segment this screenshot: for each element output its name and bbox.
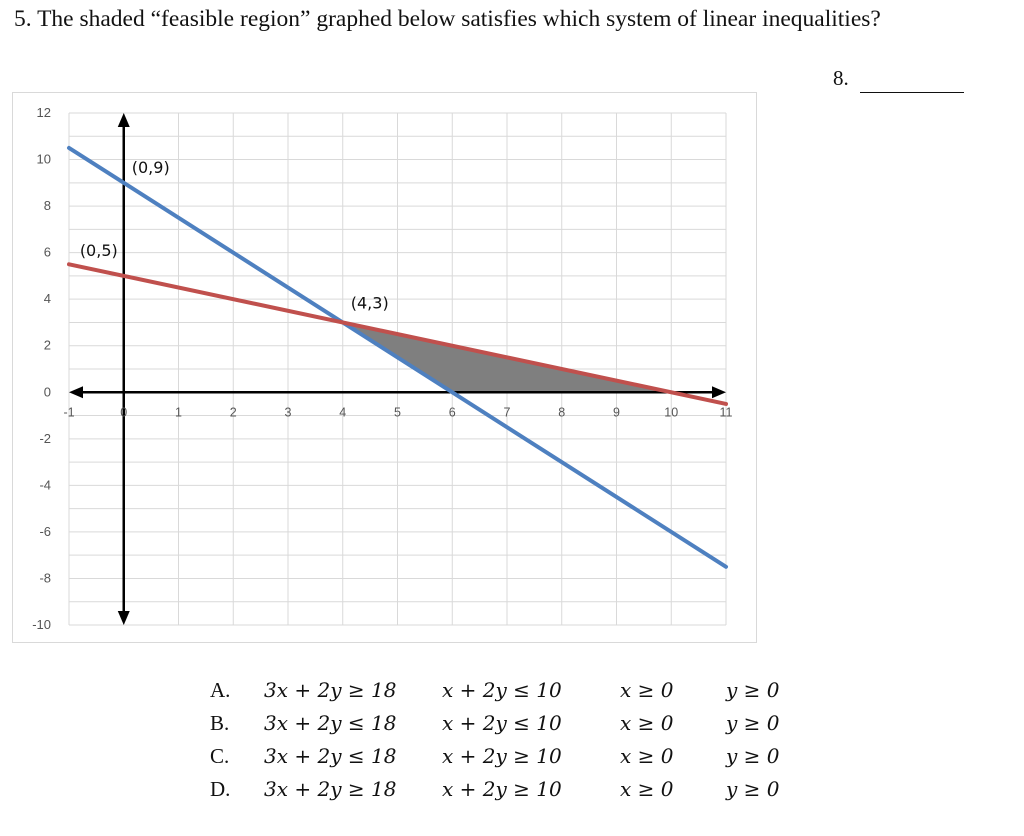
inequality-3: x ≥ 0 [620, 744, 674, 768]
x-tick-label: 11 [720, 405, 733, 419]
inequality-2: x + 2y ≥ 10 [442, 777, 562, 801]
y-axis-arrow-up [117, 113, 130, 127]
y-axis-arrow-down [117, 611, 130, 625]
x-tick-label: 3 [285, 405, 292, 419]
x-tick-label: 7 [504, 405, 511, 419]
inequality-2: x + 2y ≤ 10 [442, 678, 562, 702]
point-labels: (0,9) (0,5) (4,3) [80, 158, 389, 313]
inequality-4: y ≥ 0 [726, 711, 780, 735]
y-tick-label: 12 [37, 105, 51, 120]
y-tick-label: -4 [39, 477, 51, 492]
x-tick-label: 2 [230, 405, 237, 419]
boundary-line-1 [67, 145, 728, 569]
y-tick-label: 10 [37, 152, 51, 167]
y-tick-label: 0 [44, 384, 51, 399]
y-tick-label: 8 [44, 198, 51, 213]
x-tick-label: 0 [120, 405, 127, 419]
boundary-line-2 [67, 262, 728, 406]
inequality-1: 3x + 2y ≥ 18 [264, 678, 397, 702]
point-label: (0,9) [132, 158, 170, 177]
inequality-1: 3x + 2y ≤ 18 [264, 711, 397, 735]
grid [68, 112, 727, 626]
inequality-1: 3x + 2y ≤ 18 [264, 744, 397, 768]
inequality-3: x ≥ 0 [620, 711, 674, 735]
inequality-4: y ≥ 0 [726, 777, 780, 801]
x-tick-label: 1 [175, 405, 182, 419]
point-label: (0,5) [80, 241, 118, 260]
x-tick-label: 9 [613, 405, 620, 419]
choice-letter: B. [210, 711, 230, 735]
inequality-4: y ≥ 0 [726, 744, 780, 768]
x-tick-label: 10 [664, 405, 678, 419]
answer-number: 8. [833, 66, 849, 90]
y-tick-label: 2 [44, 338, 51, 353]
inequality-1: 3x + 2y ≥ 18 [264, 777, 397, 801]
y-tick-label: -10 [32, 617, 51, 632]
y-tick-label: 6 [44, 245, 51, 260]
chart-frame: 12 10 8 6 4 2 0 -2 -4 -6 -8 -10 -1 0 1 2 3 4 5 6 7 8 9 10 11 (0,… [12, 92, 757, 643]
inequality-2: x + 2y ≤ 10 [442, 711, 562, 735]
y-tick-label: 4 [44, 291, 51, 306]
x-tick-label: -1 [63, 405, 74, 419]
series-lines [67, 145, 728, 569]
y-tick-label: -2 [39, 431, 51, 446]
inequality-3: x ≥ 0 [620, 678, 674, 702]
x-axis-arrow-right [712, 386, 726, 399]
x-tick-label: 4 [339, 405, 346, 419]
x-tick-label: 6 [449, 405, 456, 419]
question-text: 5. The shaded “feasible region” graphed … [14, 6, 881, 32]
choice-letter: A. [210, 678, 231, 702]
x-tick-label: 5 [394, 405, 401, 419]
y-tick-label: -6 [39, 524, 51, 539]
inequality-2: x + 2y ≥ 10 [442, 744, 562, 768]
y-tick-label: -8 [39, 570, 51, 585]
answer-blank [860, 92, 964, 93]
axes [69, 113, 726, 625]
x-axis-arrow-left [69, 386, 83, 399]
choice-letter: C. [210, 744, 230, 768]
point-label: (4,3) [351, 293, 389, 312]
x-tick-label: 8 [558, 405, 565, 419]
inequality-3: x ≥ 0 [620, 777, 674, 801]
inequality-4: y ≥ 0 [726, 678, 780, 702]
choice-letter: D. [210, 777, 231, 801]
